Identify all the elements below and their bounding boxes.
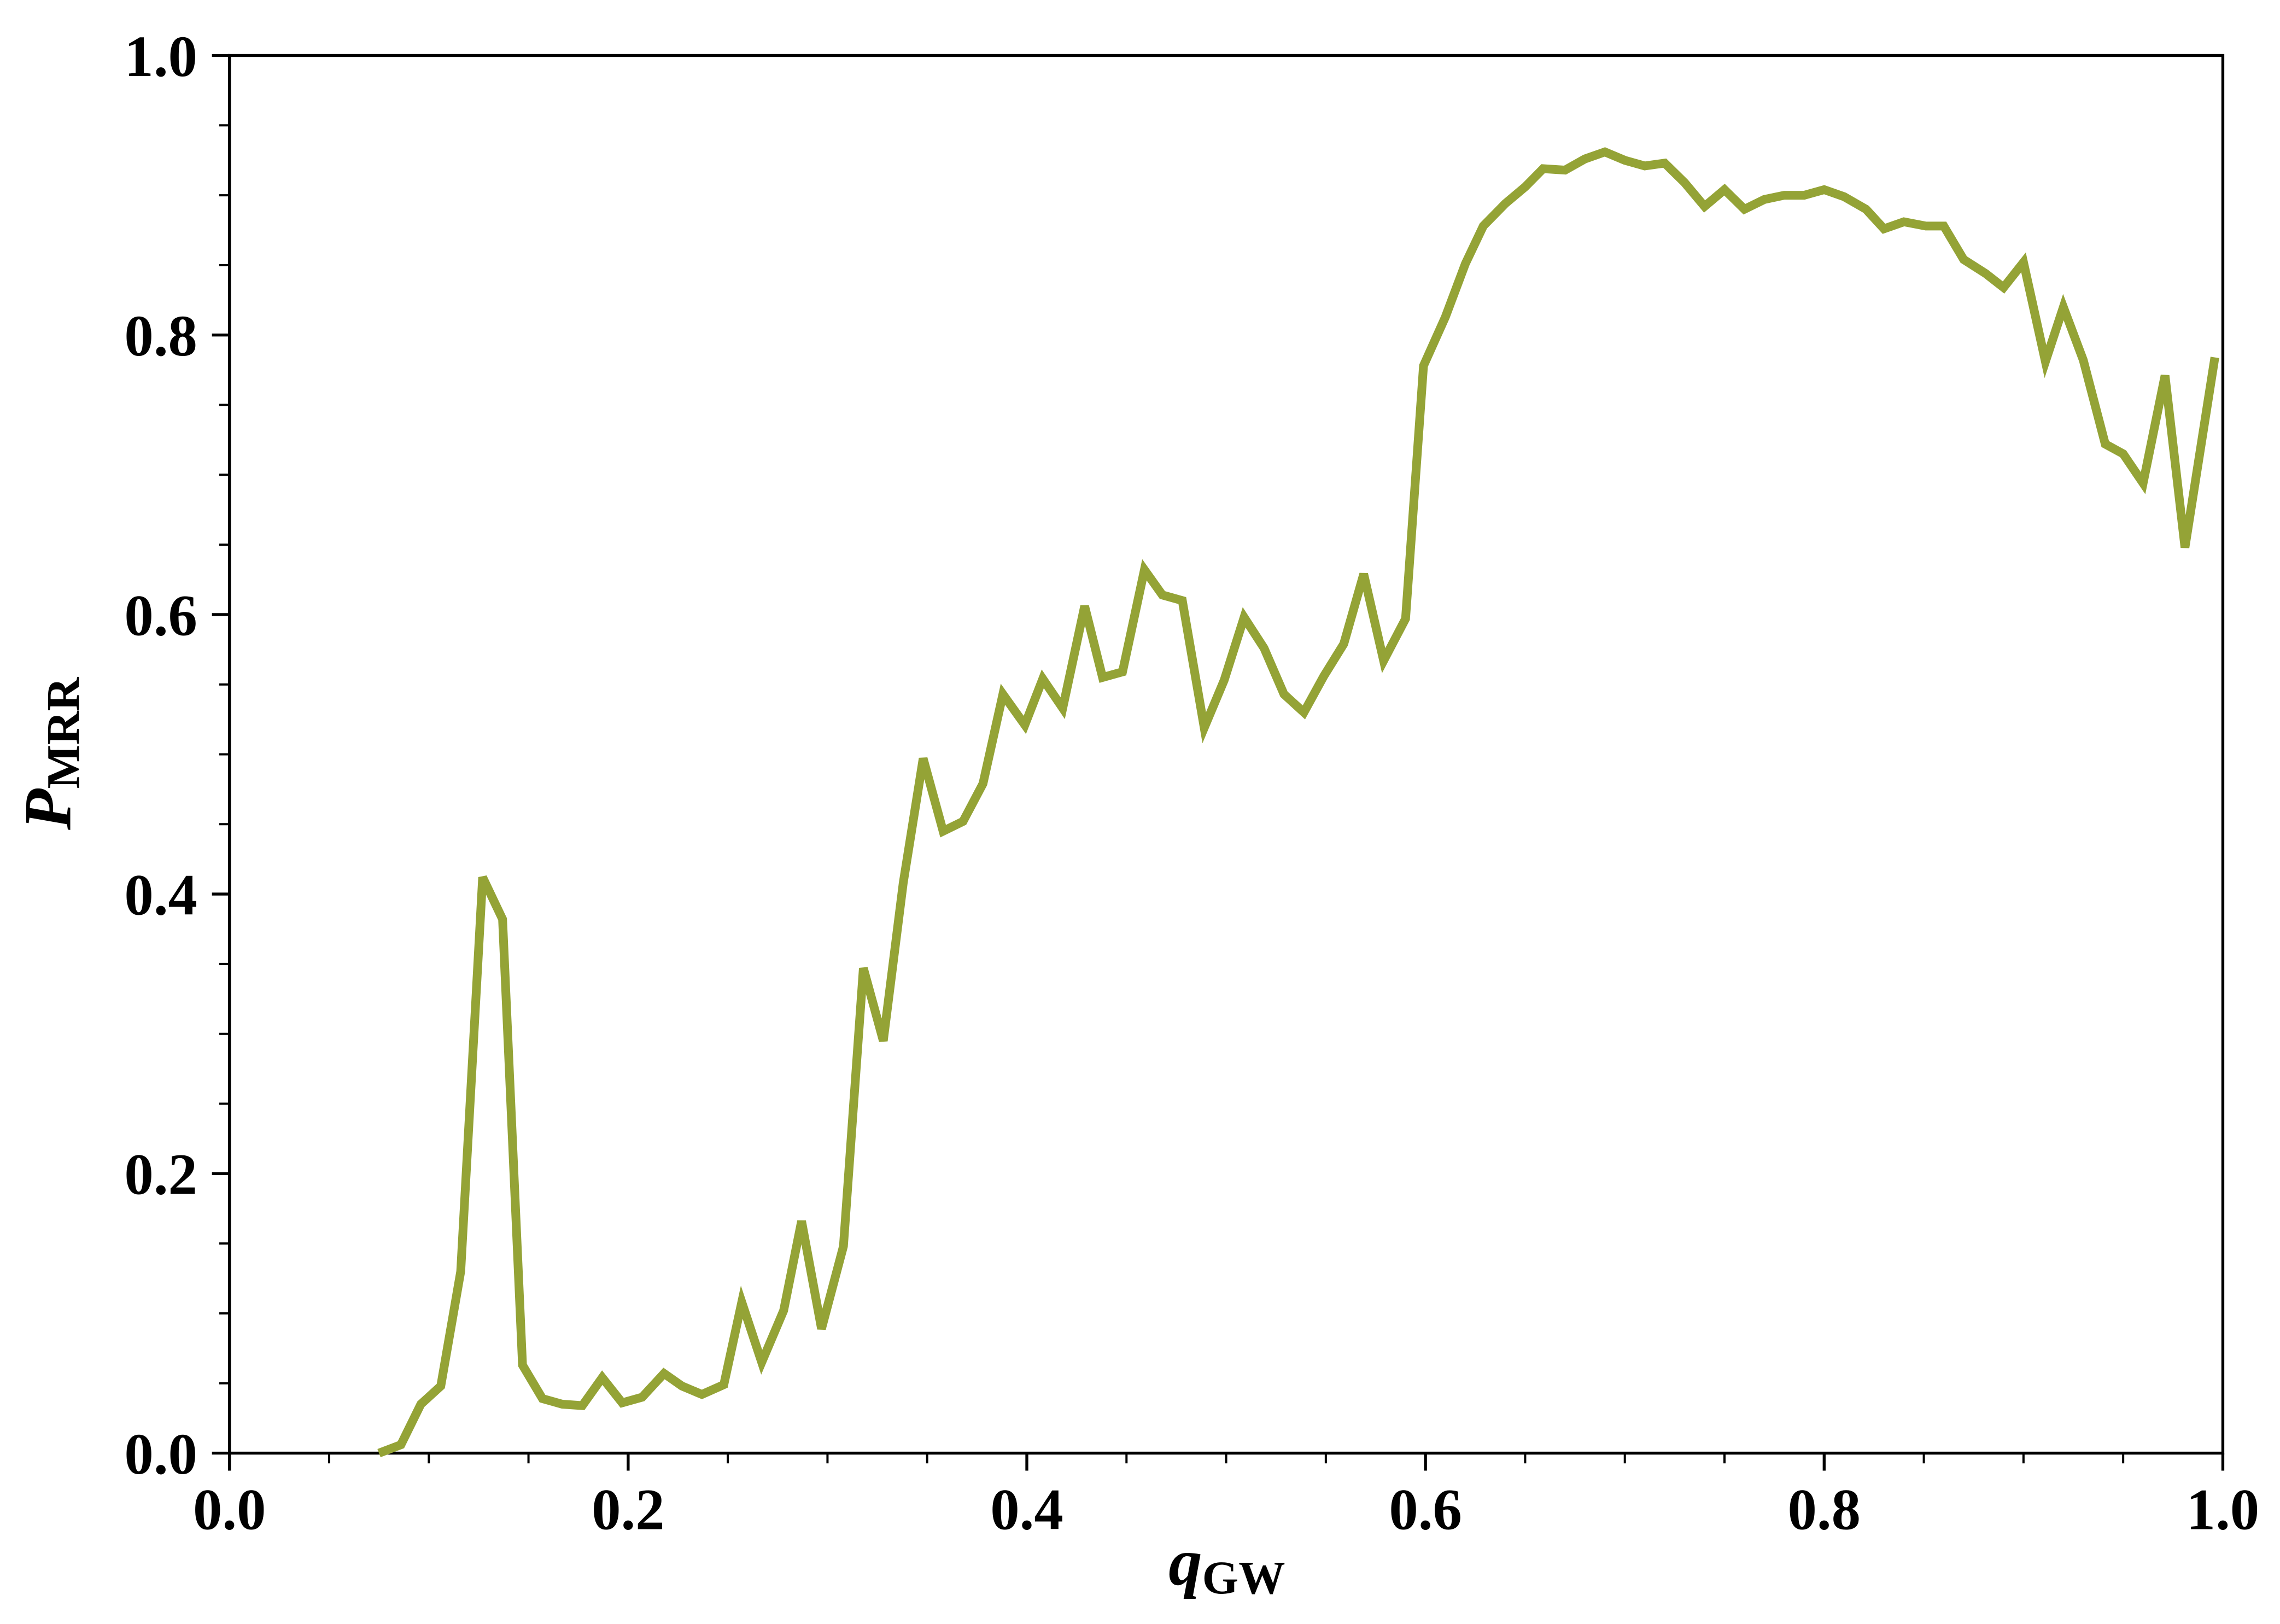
y-tick-label: 0.0 bbox=[124, 1422, 197, 1487]
x-axis-label: qGW bbox=[1168, 1525, 1285, 1604]
data-line bbox=[377, 147, 2219, 1457]
y-tick-label: 0.8 bbox=[124, 304, 197, 369]
axes-frame bbox=[228, 54, 2225, 1455]
x-tick-label: 0.0 bbox=[193, 1477, 266, 1542]
y-axis-label: PMRR bbox=[11, 676, 90, 830]
y-tick-label: 1.0 bbox=[124, 25, 197, 89]
x-tick-label: 0.2 bbox=[592, 1477, 665, 1542]
x-tick-label: 0.8 bbox=[1788, 1477, 1861, 1542]
y-tick-label: 0.6 bbox=[124, 583, 197, 648]
plot-group: qGW PMRR 0.0 0.2 0.4 0.6 0.8 1.0 0.0 0.2 0.4 0.6 0… bbox=[11, 25, 2260, 1604]
x-tick-label: 0.6 bbox=[1389, 1477, 1462, 1542]
y-tick-label: 0.2 bbox=[124, 1143, 197, 1207]
x-tick-label: 1.0 bbox=[2187, 1477, 2260, 1542]
x-tick-label: 0.4 bbox=[990, 1477, 1063, 1542]
y-tick-label: 0.4 bbox=[124, 863, 197, 927]
